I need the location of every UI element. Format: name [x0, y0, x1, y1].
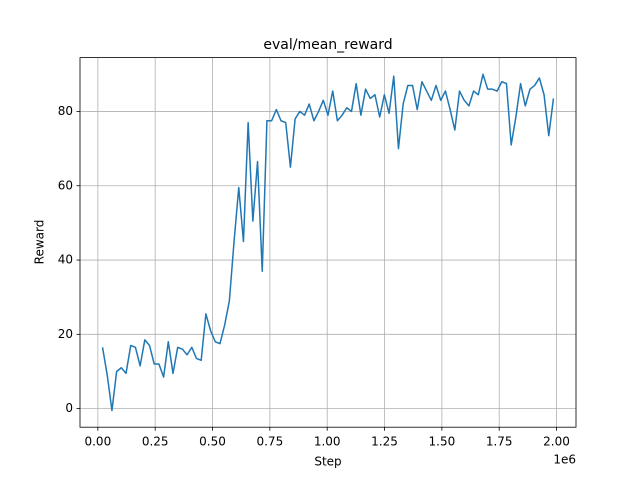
x-tick-label: 1.75: [486, 435, 513, 449]
y-tick-label: 60: [58, 178, 73, 192]
plot-frame: [79, 57, 577, 428]
x-tick-label: 0.75: [256, 435, 283, 449]
data-line: [101, 73, 555, 412]
x-offset-label: 1e6: [553, 453, 576, 467]
y-tick-label: 40: [58, 253, 73, 267]
x-tick-label: 0.00: [84, 435, 111, 449]
x-axis-label: Step: [314, 455, 341, 469]
x-tick-label: 1.50: [429, 435, 456, 449]
y-axis-label: Reward: [33, 220, 47, 265]
chart-title: eval/mean_reward: [263, 37, 392, 53]
y-tick-label: 80: [58, 104, 73, 118]
x-tick-label: 1.00: [314, 435, 341, 449]
x-tick-label: 0.50: [199, 435, 226, 449]
x-tick-label: 0.25: [142, 435, 169, 449]
y-tick-label: 0: [65, 401, 73, 415]
y-tick-label: 20: [58, 327, 73, 341]
x-tick-label: 2.00: [543, 435, 570, 449]
x-tick-label: 1.25: [371, 435, 398, 449]
